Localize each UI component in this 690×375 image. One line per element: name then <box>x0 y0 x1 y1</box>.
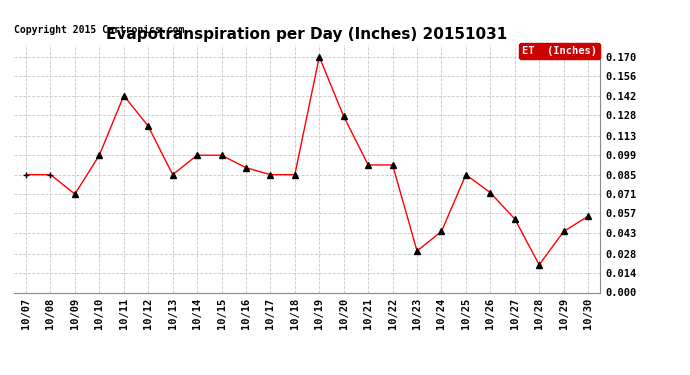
Text: Copyright 2015 Cartronics.com: Copyright 2015 Cartronics.com <box>14 25 184 35</box>
Title: Evapotranspiration per Day (Inches) 20151031: Evapotranspiration per Day (Inches) 2015… <box>106 27 508 42</box>
Legend: ET  (Inches): ET (Inches) <box>519 42 600 59</box>
